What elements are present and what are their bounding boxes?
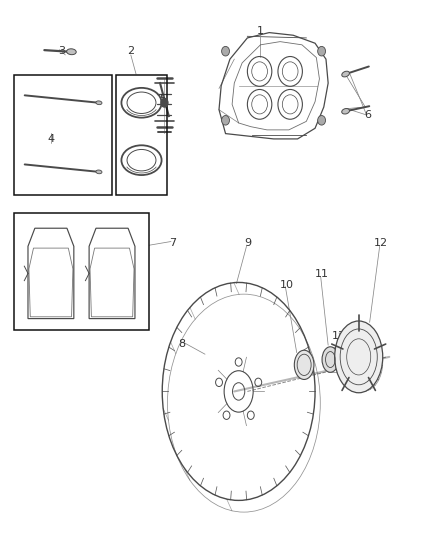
Ellipse shape bbox=[335, 321, 383, 393]
Ellipse shape bbox=[96, 101, 102, 104]
Text: 7: 7 bbox=[170, 238, 177, 247]
Circle shape bbox=[222, 116, 230, 125]
Text: 9: 9 bbox=[244, 238, 251, 247]
Bar bbox=[14, 213, 149, 330]
Ellipse shape bbox=[342, 71, 350, 77]
Circle shape bbox=[161, 99, 168, 107]
Bar bbox=[117, 75, 166, 195]
Text: 8: 8 bbox=[178, 338, 185, 349]
Text: 12: 12 bbox=[374, 238, 388, 247]
Text: 3: 3 bbox=[58, 46, 65, 56]
Circle shape bbox=[318, 116, 325, 125]
Ellipse shape bbox=[294, 350, 314, 379]
Text: 4: 4 bbox=[47, 134, 54, 144]
Ellipse shape bbox=[351, 343, 379, 386]
Text: 11: 11 bbox=[314, 270, 328, 279]
Ellipse shape bbox=[342, 109, 350, 114]
Ellipse shape bbox=[322, 347, 339, 372]
Bar bbox=[14, 75, 112, 195]
Text: 2: 2 bbox=[127, 46, 134, 56]
Text: 1: 1 bbox=[257, 26, 264, 36]
Circle shape bbox=[318, 46, 325, 56]
Text: 5: 5 bbox=[159, 94, 166, 104]
Circle shape bbox=[222, 46, 230, 56]
Text: 10: 10 bbox=[280, 280, 293, 290]
Text: 6: 6 bbox=[364, 110, 371, 120]
Ellipse shape bbox=[96, 170, 102, 174]
Ellipse shape bbox=[67, 49, 76, 55]
Text: 13: 13 bbox=[332, 330, 346, 341]
